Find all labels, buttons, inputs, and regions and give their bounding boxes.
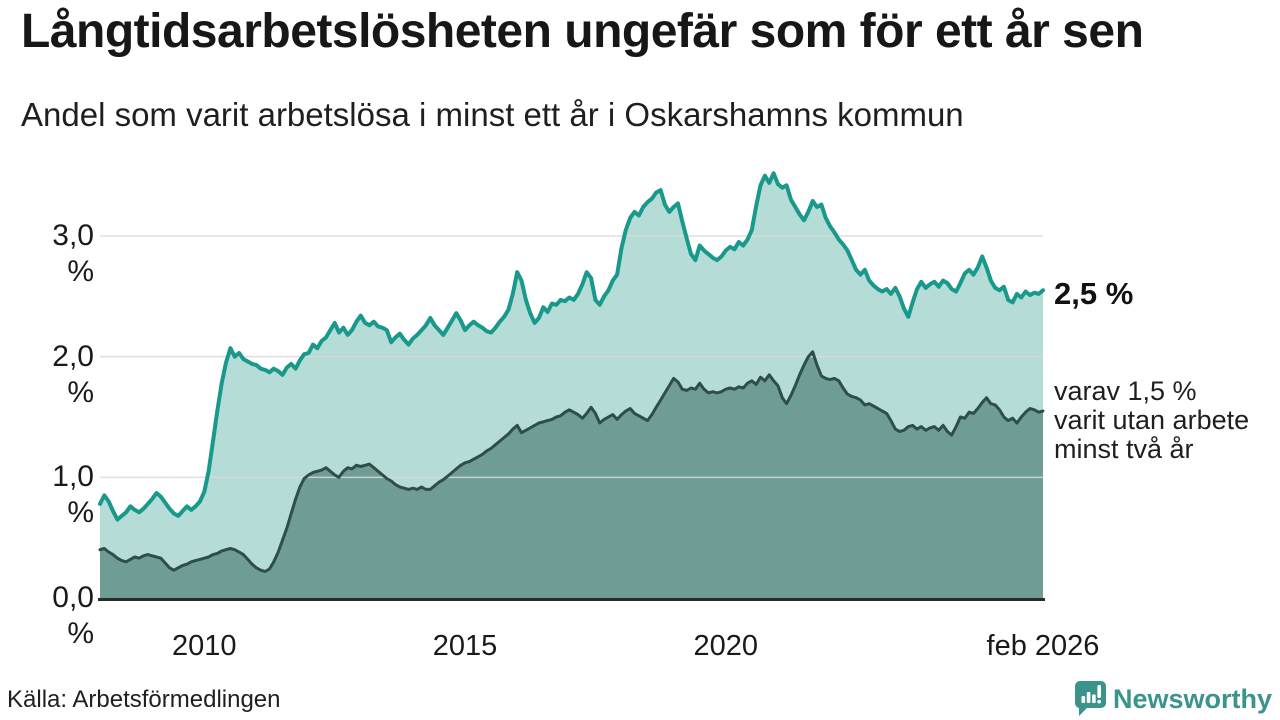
x-tick-label: 2015 — [432, 630, 498, 662]
brand-logo: Newsworthy — [1074, 679, 1272, 719]
brand-name: Newsworthy — [1112, 684, 1272, 714]
annotation-line: minst två år — [1054, 434, 1194, 465]
series-line — [98, 171, 1045, 522]
x-tick-label: feb 2026 — [986, 630, 1100, 662]
series-annotation: varav 1,5 % varit utan arbete minst två … — [1054, 376, 1250, 465]
annotation-line: varav 1,5 % — [1054, 376, 1197, 406]
x-tick-label: 2010 — [172, 630, 237, 662]
series-end-value-label: 2,5 % — [1054, 276, 1134, 311]
page-subtitle: Andel som varit arbetslösa i minst ett å… — [21, 96, 964, 133]
newsworthy-icon — [1074, 681, 1106, 716]
y-tick-label: 3,0 % — [52, 218, 94, 288]
x-tick-label: 2020 — [693, 630, 759, 662]
page-title: Långtidsarbetslösheten ungefär som för e… — [21, 5, 1144, 58]
source-credit: Källa: Arbetsförmedlingen — [7, 686, 281, 713]
series-line — [98, 350, 1045, 573]
y-tick-label: 2,0 % — [52, 339, 94, 409]
y-tick-label: 0,0 % — [52, 581, 94, 650]
annotation-line: varit utan arbete — [1054, 405, 1250, 436]
area-fill — [100, 351, 1043, 598]
y-tick-label: 1,0 % — [52, 460, 94, 530]
